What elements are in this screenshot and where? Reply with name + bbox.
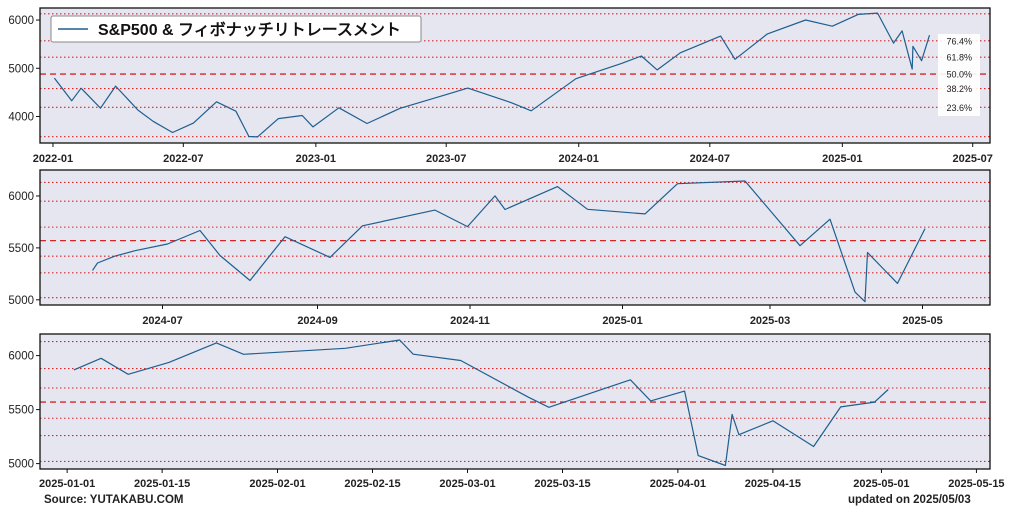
panel-3-xtick-label: 2025-01-01	[39, 478, 95, 490]
panel-1-ytick-label: 4000	[8, 111, 34, 123]
panel-3-xtick-label: 2025-01-15	[134, 478, 190, 490]
panel-3-price-line	[73, 339, 889, 467]
panel-1-xtick-label: 2025-07	[953, 153, 993, 165]
source-label: Source: YUTAKABU.COM	[44, 494, 184, 506]
panel-2-xtick-label: 2024-07	[142, 315, 182, 327]
panel-2-ytick-label: 6000	[8, 191, 34, 203]
panel-2-xtick-label: 2025-05	[902, 315, 942, 327]
panel-3-xtick-label: 2025-03-01	[439, 478, 495, 490]
panel-3-ytick-label: 6000	[8, 351, 34, 363]
panel-2-ytick-label: 5500	[8, 243, 34, 255]
panel-1-ytick-label: 5000	[8, 63, 34, 75]
panel-1-xtick-label: 2024-01	[559, 153, 599, 165]
legend-box	[50, 15, 422, 43]
panel-2-price-line	[92, 180, 926, 303]
panel-3-xtick-label: 2025-05-15	[948, 478, 1004, 490]
panel-1-frame	[39, 7, 991, 144]
chart-title: S&P500 & フィボナッチリトレースメント	[98, 21, 401, 39]
panel-1-xtick-label: 2025-01	[822, 153, 862, 165]
panel-3-xtick-label: 2025-03-15	[534, 478, 590, 490]
panel-2-xtick-label: 2025-03	[750, 315, 790, 327]
fib-label-box	[938, 34, 980, 116]
panel-1-ytick-label: 6000	[8, 15, 34, 27]
panel-1-xtick-label: 2023-01	[296, 153, 336, 165]
fib-label: 61.8%	[946, 53, 972, 63]
fib-label: 38.2%	[946, 84, 972, 94]
panel-3-ytick-label: 5000	[8, 459, 34, 471]
fib-label: 76.4%	[946, 36, 972, 46]
panel-1-xtick-label: 2023-07	[426, 153, 466, 165]
panel-1-price-line	[53, 12, 931, 138]
panel-2-background	[40, 170, 990, 305]
panel-2-ytick-label: 5000	[8, 295, 34, 307]
fib-label: 50.0%	[946, 70, 972, 80]
panel-3-xtick-label: 2025-05-01	[853, 478, 909, 490]
panel-1-xtick-label: 2022-07	[163, 153, 203, 165]
panel-3-ytick-label: 5500	[8, 405, 34, 417]
updated-label: updated on 2025/05/03	[848, 494, 971, 506]
panel-3-xtick-label: 2025-04-15	[745, 478, 801, 490]
panel-2-frame	[39, 169, 991, 306]
panel-3-xtick-label: 2025-02-01	[249, 478, 305, 490]
panel-3-xtick-label: 2025-04-01	[650, 478, 706, 490]
fib-label: 23.6%	[946, 103, 972, 113]
panel-2-xtick-label: 2025-01	[602, 315, 642, 327]
panel-1-xtick-label: 2024-07	[690, 153, 730, 165]
panel-2-xtick-label: 2024-09	[297, 315, 337, 327]
panel-2-xtick-label: 2024-11	[450, 315, 490, 327]
panel-3-xtick-label: 2025-02-15	[344, 478, 400, 490]
panel-1-xtick-label: 2022-01	[33, 153, 73, 165]
panel-3-frame	[39, 333, 991, 470]
